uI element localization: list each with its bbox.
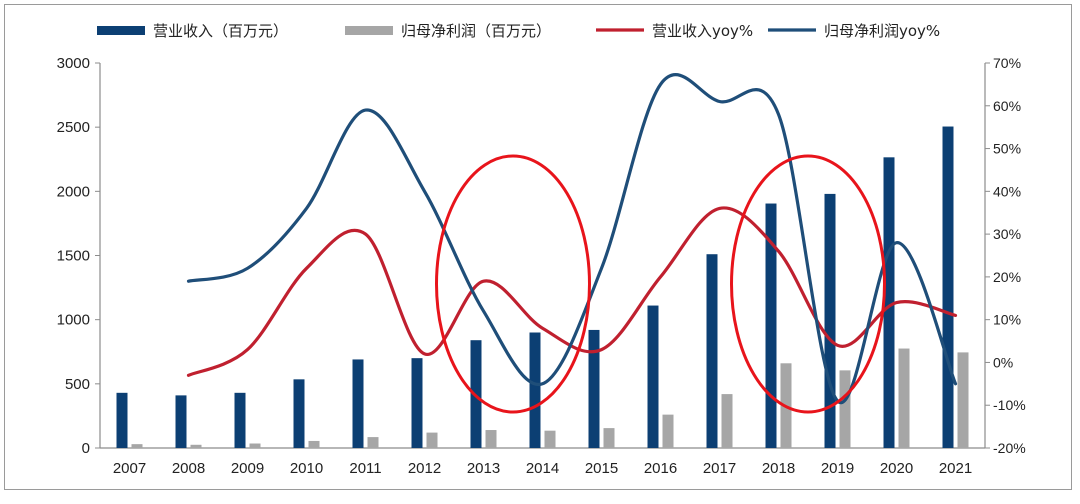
legend-label: 营业收入yoy% — [652, 22, 753, 40]
revenue-bar — [116, 392, 128, 448]
net-profit-bar — [426, 432, 438, 448]
revenue-bar — [824, 193, 836, 448]
net-profit-bar — [898, 348, 910, 448]
y-left-tick-label: 1000 — [57, 312, 90, 329]
x-tick-label: 2008 — [172, 460, 205, 477]
y-right-tick-label: 30% — [993, 226, 1021, 242]
revenue-bar — [529, 332, 541, 448]
lines — [186, 73, 958, 405]
legend-label: 营业收入（百万元） — [153, 22, 288, 40]
y-right-tick-label: 50% — [993, 141, 1021, 157]
y-right-tick-label: 10% — [993, 312, 1021, 328]
revenue-bar — [588, 329, 600, 448]
x-tick-label: 2013 — [467, 460, 500, 477]
x-tick-label: 2015 — [585, 460, 618, 477]
x-tick-label: 2021 — [939, 460, 972, 477]
y-right-tick-label: -10% — [993, 397, 1026, 413]
y-right-tick-label: 20% — [993, 269, 1021, 285]
net-profit-bar — [603, 428, 615, 448]
y-right-tick-label: 40% — [993, 183, 1021, 199]
x-tick-label: 2011 — [349, 460, 381, 477]
net-profit-bar — [544, 430, 556, 448]
x-tick-label: 2010 — [290, 460, 323, 477]
net-profit-bar — [308, 440, 320, 448]
net-profit-bar — [131, 444, 143, 448]
revenue-bar — [647, 305, 659, 448]
net-profit-bar — [957, 352, 969, 448]
y-left-tick-label: 2500 — [57, 119, 90, 136]
revenue-bar — [765, 203, 777, 448]
legend-label: 归母净利润yoy% — [824, 22, 940, 40]
y-left-tick-label: 500 — [65, 376, 90, 393]
revenue-bar — [411, 358, 423, 448]
x-tick-label: 2007 — [113, 460, 146, 477]
x-tick-label: 2017 — [703, 460, 736, 477]
revenue-bar — [942, 126, 954, 449]
y-left-tick-label: 0 — [82, 440, 90, 457]
net-profit-bar — [249, 443, 261, 448]
y-right-tick-label: 60% — [993, 98, 1021, 114]
revenue-bar — [175, 395, 187, 448]
x-tick-label: 2016 — [644, 460, 677, 477]
x-tick-label: 2012 — [408, 460, 441, 477]
x-tick-label: 2014 — [526, 460, 559, 477]
net-profit-bar — [190, 444, 202, 448]
x-tick-label: 2018 — [762, 460, 795, 477]
highlight-ellipse — [730, 154, 886, 414]
legend-label: 归母净利润（百万元） — [401, 22, 551, 40]
net-profit-bar — [485, 430, 497, 448]
net-profit-bar — [721, 394, 733, 448]
x-tick-label: 2019 — [821, 460, 854, 477]
x-tick-label: 2009 — [231, 460, 264, 477]
revenue-bar — [352, 359, 364, 448]
y-right-tick-label: 70% — [993, 55, 1021, 71]
annotations — [435, 154, 886, 414]
y-right-tick-label: 0% — [993, 354, 1013, 370]
y-right-tick-label: -20% — [993, 440, 1026, 456]
x-tick-label: 2020 — [880, 460, 913, 477]
revenue-bar — [293, 379, 305, 448]
revenue-yoy-line — [186, 206, 958, 377]
axes: 0 500 1000 1500 2000 2500 3000 -20% -10% 0% 10% 20%… — [57, 55, 1026, 477]
revenue-bar — [883, 157, 895, 448]
y-left-tick-label: 2000 — [57, 183, 90, 200]
y-left-tick-label: 1500 — [57, 248, 90, 265]
legend-swatch — [345, 26, 393, 35]
net-profit-bar — [839, 370, 851, 448]
revenue-bar — [706, 254, 718, 448]
highlight-ellipse — [435, 154, 591, 414]
net-profit-yoy-line — [186, 73, 958, 405]
net-profit-bar — [367, 437, 379, 448]
legend: 营业收入（百万元） 归母净利润（百万元） 营业收入yoy% 归母净利润yoy% — [97, 22, 940, 40]
legend-swatch — [97, 26, 145, 35]
y-left-tick-label: 3000 — [57, 55, 90, 72]
net-profit-bar — [662, 414, 674, 448]
revenue-bar — [234, 392, 246, 448]
